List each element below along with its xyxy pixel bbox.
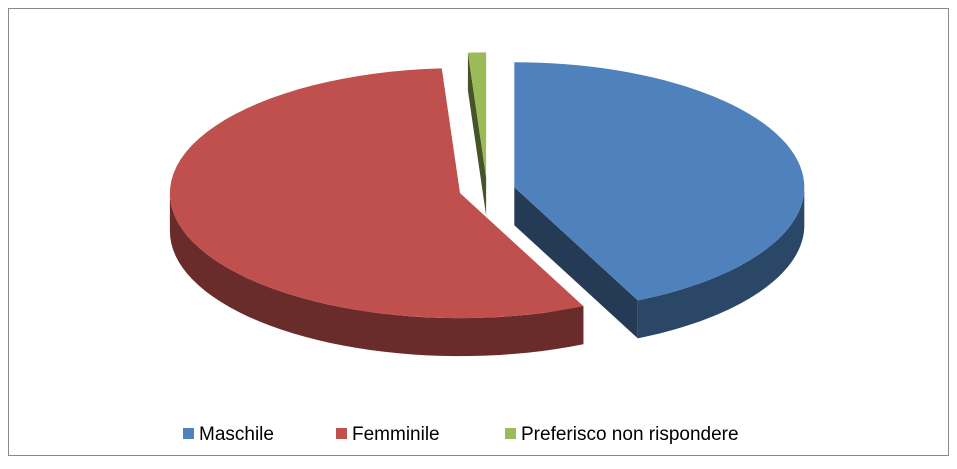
- legend-swatch: [505, 428, 516, 439]
- slice: [169, 68, 584, 319]
- slice-face: [467, 52, 487, 216]
- slice: [467, 52, 487, 178]
- slice: [514, 62, 805, 301]
- legend-label: Femminile: [352, 424, 440, 445]
- legend-label: Preferisco non rispondere: [521, 424, 739, 445]
- slice-wall: [637, 187, 805, 339]
- legend-swatch: [336, 428, 347, 439]
- slice-wall: [169, 193, 584, 357]
- legend-swatch: [183, 428, 194, 439]
- legend-label: Maschile: [199, 424, 274, 445]
- slice-face: [514, 187, 638, 339]
